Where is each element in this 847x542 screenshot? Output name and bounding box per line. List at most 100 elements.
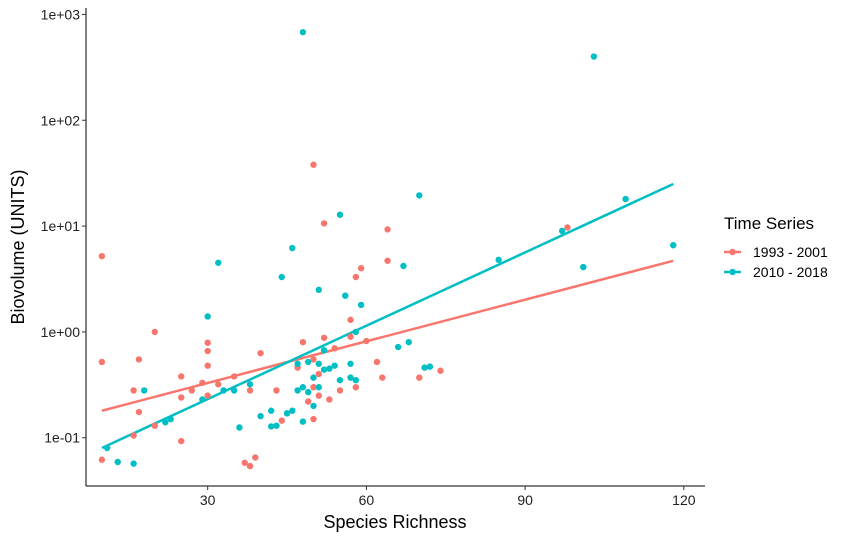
data-point-series-2 <box>305 388 312 396</box>
data-point-series-2 <box>400 262 407 270</box>
data-point-series-2 <box>230 387 238 394</box>
data-point-series-1 <box>130 387 137 394</box>
data-point-series-1 <box>204 339 211 346</box>
data-point-series-2 <box>336 376 344 384</box>
data-point-series-1 <box>178 373 185 380</box>
data-point-series-2 <box>278 273 285 281</box>
data-point-series-2 <box>580 263 587 271</box>
data-point-series-1 <box>331 345 338 352</box>
data-point-series-2 <box>114 458 121 466</box>
x-tick-label: 120 <box>672 492 696 508</box>
x-tick-label: 60 <box>359 492 375 508</box>
data-point-series-1 <box>204 392 211 399</box>
data-points <box>98 28 677 470</box>
data-point-series-1 <box>352 273 360 281</box>
x-ticks: 30 60 90 120 <box>200 486 696 508</box>
data-point-series-2 <box>294 387 301 394</box>
data-point-series-1 <box>310 356 317 363</box>
data-point-series-1 <box>188 387 196 394</box>
data-point-series-1 <box>178 394 185 401</box>
data-point-series-2 <box>426 363 434 370</box>
data-point-series-1 <box>130 432 137 439</box>
y-tick-label: 1e+02 <box>41 112 81 128</box>
data-point-series-2 <box>299 384 307 391</box>
data-point-series-2 <box>326 365 333 372</box>
data-point-series-2 <box>622 195 629 203</box>
data-point-series-2 <box>352 376 360 384</box>
data-point-series-2 <box>416 192 423 199</box>
data-point-series-1 <box>151 328 158 336</box>
data-point-series-1 <box>98 456 106 463</box>
data-point-series-2 <box>289 407 296 414</box>
data-point-series-1 <box>151 422 158 429</box>
data-point-series-1 <box>135 356 143 363</box>
data-point-series-2 <box>299 418 307 425</box>
data-point-series-1 <box>352 384 360 391</box>
data-point-series-1 <box>252 454 259 461</box>
x-tick-label: 90 <box>517 492 533 508</box>
data-point-series-1 <box>305 398 312 405</box>
data-point-series-2 <box>336 211 344 218</box>
data-point-series-1 <box>320 220 328 227</box>
data-point-series-1 <box>379 374 386 381</box>
data-point-series-2 <box>215 259 222 266</box>
legend-items: 1993 - 2001 2010 - 2018 <box>724 244 828 280</box>
data-point-series-1 <box>246 462 254 470</box>
data-point-series-2 <box>257 412 264 420</box>
data-point-series-2 <box>167 415 174 423</box>
data-point-series-2 <box>310 374 317 381</box>
data-point-series-2 <box>320 366 328 373</box>
data-point-series-1 <box>357 265 365 272</box>
data-point-series-2 <box>305 358 312 366</box>
data-point-series-2 <box>394 343 402 351</box>
data-point-series-2 <box>331 362 338 369</box>
data-point-series-2 <box>315 384 322 391</box>
data-point-series-1 <box>135 408 143 416</box>
data-point-series-2 <box>347 360 354 367</box>
data-point-series-2 <box>162 419 169 426</box>
data-point-series-2 <box>130 460 137 467</box>
data-point-series-2 <box>495 256 502 264</box>
data-point-series-2 <box>140 387 148 394</box>
data-point-series-2 <box>294 360 301 367</box>
legend-label: 1993 - 2001 <box>753 244 828 260</box>
x-tick-label: 30 <box>200 492 216 508</box>
data-point-series-2 <box>267 423 275 430</box>
data-point-series-1 <box>347 316 354 324</box>
data-point-series-1 <box>315 370 322 378</box>
data-point-series-1 <box>278 417 285 424</box>
data-point-series-2 <box>267 407 275 414</box>
data-point-series-1 <box>363 337 370 345</box>
data-point-series-2 <box>357 301 365 309</box>
data-point-series-1 <box>204 347 211 355</box>
x-axis-title: Species Richness <box>323 512 466 532</box>
data-point-series-2 <box>220 387 227 394</box>
data-point-series-1 <box>241 459 248 466</box>
legend: Time Series 1993 - 2001 2010 - 2018 <box>724 214 828 280</box>
data-point-series-2 <box>236 424 243 431</box>
data-point-series-1 <box>215 381 222 388</box>
data-point-series-2 <box>421 364 428 371</box>
data-point-series-2 <box>204 313 211 320</box>
data-point-series-2 <box>199 396 206 403</box>
data-point-series-2 <box>315 286 322 294</box>
data-point-series-1 <box>273 387 280 394</box>
trend-lines <box>101 182 674 450</box>
data-point-series-1 <box>230 373 238 380</box>
data-point-series-1 <box>564 224 571 231</box>
data-point-series-1 <box>310 161 317 168</box>
data-point-series-2 <box>347 374 354 381</box>
trend-line-series-1 <box>101 259 674 412</box>
data-point-series-2 <box>299 28 307 36</box>
data-point-series-2 <box>103 444 111 452</box>
legend-key-point <box>729 248 736 256</box>
data-point-series-1 <box>299 338 307 346</box>
data-point-series-1 <box>373 358 381 366</box>
data-point-series-1 <box>315 392 322 399</box>
data-point-series-1 <box>204 362 211 369</box>
data-point-series-2 <box>283 410 291 417</box>
data-point-series-1 <box>416 374 423 381</box>
legend-label: 2010 - 2018 <box>753 264 828 280</box>
data-point-series-2 <box>590 53 598 60</box>
y-tick-label: 1e-01 <box>44 430 80 446</box>
